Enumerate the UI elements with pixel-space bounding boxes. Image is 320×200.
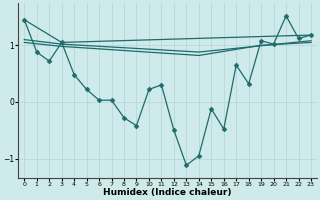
X-axis label: Humidex (Indice chaleur): Humidex (Indice chaleur) xyxy=(103,188,232,197)
